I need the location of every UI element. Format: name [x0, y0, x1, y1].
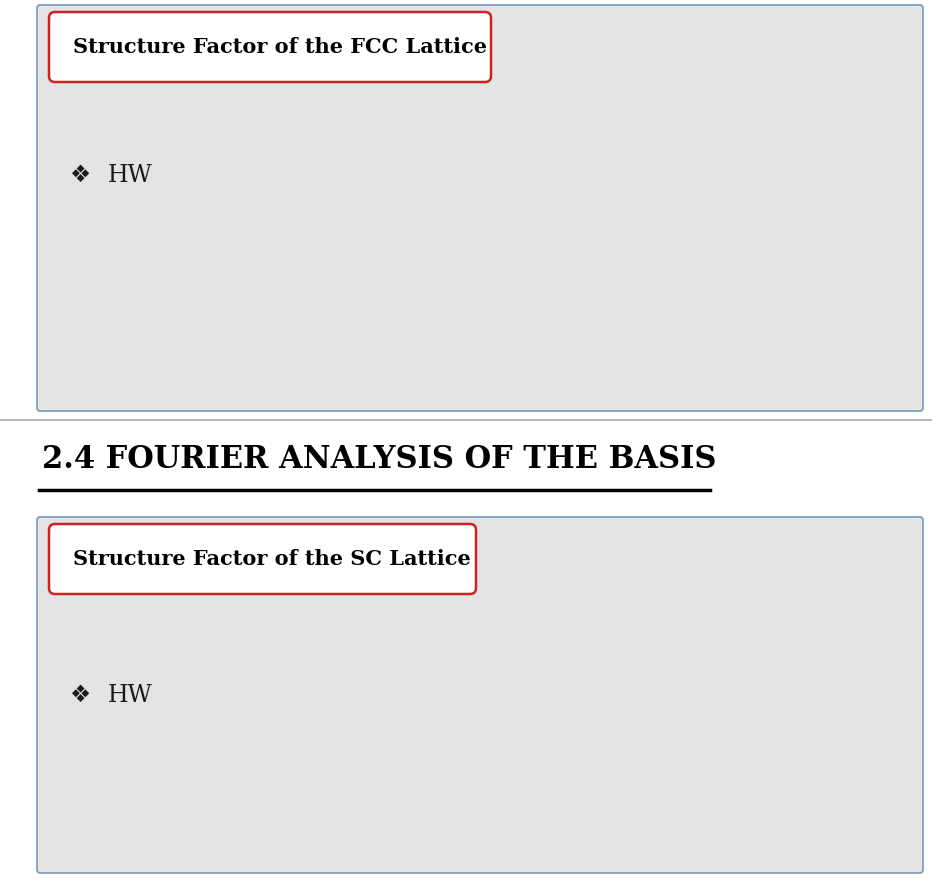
Text: ❖: ❖ — [70, 683, 90, 707]
FancyBboxPatch shape — [49, 12, 491, 82]
Text: 2.4 FOURIER ANALYSIS OF THE BASIS: 2.4 FOURIER ANALYSIS OF THE BASIS — [42, 444, 717, 475]
Text: HW: HW — [108, 684, 153, 707]
Text: HW: HW — [108, 164, 153, 187]
FancyBboxPatch shape — [49, 524, 476, 594]
FancyBboxPatch shape — [37, 5, 923, 411]
Text: Structure Factor of the FCC Lattice: Structure Factor of the FCC Lattice — [73, 37, 487, 57]
FancyBboxPatch shape — [37, 517, 923, 873]
Text: ❖: ❖ — [70, 163, 90, 187]
Text: Structure Factor of the SC Lattice: Structure Factor of the SC Lattice — [73, 549, 471, 569]
